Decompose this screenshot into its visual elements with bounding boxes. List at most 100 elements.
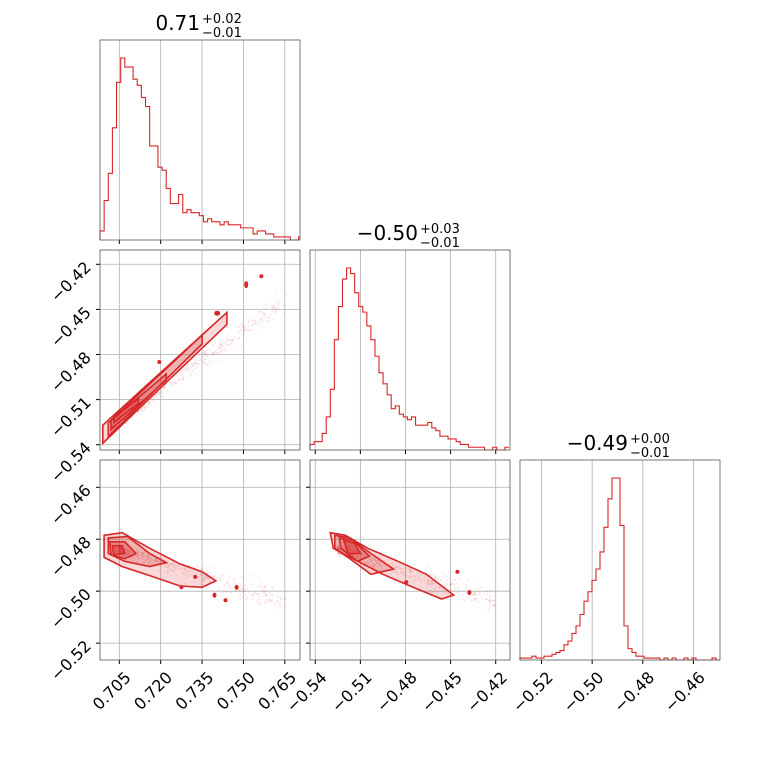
- scatter-point: [114, 423, 116, 425]
- scatter-point: [475, 597, 477, 600]
- scatter-point: [151, 561, 154, 564]
- scatter-point: [114, 422, 116, 425]
- scatter-point: [257, 596, 259, 598]
- y-tick-label-p3: −0.50: [47, 585, 95, 633]
- scatter-point: [380, 557, 383, 560]
- scatter-point: [351, 554, 354, 556]
- scatter-point: [398, 564, 401, 567]
- scatter-point: [401, 571, 404, 573]
- scatter-point: [226, 581, 228, 584]
- scatter-point: [263, 587, 266, 589]
- scatter-point: [279, 605, 282, 608]
- scatter-point: [437, 578, 440, 581]
- scatter-point: [492, 600, 495, 602]
- scatter-point: [129, 550, 132, 553]
- scatter-point: [264, 591, 266, 593]
- scatter-point: [243, 590, 246, 593]
- scatter-point: [353, 554, 355, 556]
- scatter-point: [209, 348, 212, 351]
- scatter-point: [339, 553, 341, 556]
- scatter-point: [203, 361, 206, 364]
- scatter-point: [183, 376, 185, 379]
- scatter-point: [391, 561, 393, 564]
- scatter-point: [118, 546, 121, 549]
- scatter-point: [201, 359, 203, 362]
- histogram-panel-p1: [99, 39, 301, 244]
- scatter-point: [417, 576, 420, 578]
- scatter-point: [216, 576, 219, 579]
- contour-level: [342, 539, 362, 555]
- scatter-point: [181, 369, 184, 371]
- scatter-point: [404, 576, 407, 578]
- scatter-point: [456, 582, 459, 585]
- scatter-point: [488, 599, 491, 601]
- scatter-point: [266, 593, 268, 596]
- scatter-point: [217, 581, 220, 584]
- scatter-point: [127, 550, 130, 553]
- scatter-point: [137, 553, 140, 555]
- scatter-point: [118, 550, 121, 552]
- scatter-point: [337, 547, 339, 549]
- scatter-point: [370, 559, 373, 562]
- scatter-point: [162, 387, 165, 389]
- contour-island: [212, 592, 217, 598]
- scatter-point: [275, 599, 278, 602]
- scatter-point: [473, 593, 476, 595]
- scatter-point: [133, 557, 136, 559]
- scatter-point: [336, 545, 339, 548]
- scatter-point: [223, 342, 226, 345]
- scatter-point: [264, 303, 267, 306]
- scatter-point: [210, 360, 213, 362]
- scatter-point: [241, 325, 244, 328]
- scatter-point: [243, 329, 246, 332]
- scatter-point: [263, 591, 266, 593]
- scatter-point: [239, 582, 241, 585]
- scatter-point: [139, 398, 141, 401]
- scatter-point: [489, 599, 492, 602]
- scatter-point: [283, 605, 286, 607]
- scatter-point: [111, 421, 114, 424]
- scatter-point: [164, 566, 167, 568]
- scatter-point: [125, 549, 128, 552]
- scatter-point: [450, 583, 452, 586]
- scatter-point: [473, 594, 475, 597]
- scatter-point: [273, 318, 275, 321]
- scatter-point: [205, 353, 208, 356]
- scatter-point: [276, 305, 278, 308]
- scatter-point: [448, 576, 450, 579]
- scatter-point: [209, 580, 211, 583]
- scatter-point: [474, 591, 477, 594]
- scatter-point: [361, 552, 364, 555]
- scatter-point: [280, 289, 283, 292]
- scatter-point: [173, 563, 176, 566]
- scatter-point: [263, 312, 266, 315]
- scatter-point: [370, 556, 373, 559]
- scatter-point: [118, 550, 121, 553]
- scatter-point: [380, 565, 383, 567]
- scatter-point: [489, 602, 492, 604]
- scatter-point: [253, 592, 256, 595]
- scatter-point: [277, 307, 280, 310]
- scatter-point: [200, 355, 203, 358]
- x-tick-label-p3: −0.48: [610, 668, 658, 716]
- scatter-point: [357, 557, 359, 560]
- scatter-point: [220, 343, 222, 346]
- scatter-point: [251, 328, 254, 330]
- scatter-point: [420, 586, 422, 589]
- scatter-point: [241, 323, 244, 325]
- scatter-point: [178, 377, 181, 380]
- scatter-point: [256, 593, 258, 596]
- scatter-point: [118, 549, 121, 552]
- scatter-point: [154, 393, 157, 396]
- scatter-point: [485, 598, 488, 601]
- scatter-point: [371, 562, 374, 565]
- scatter-point: [118, 549, 121, 552]
- scatter-point: [263, 317, 266, 319]
- scatter-point: [428, 581, 430, 584]
- scatter-point: [119, 549, 122, 552]
- scatter-point: [130, 556, 133, 559]
- scatter-point: [255, 307, 257, 309]
- scatter-point: [193, 566, 196, 568]
- scatter-point: [242, 591, 244, 593]
- scatter-point: [488, 601, 491, 603]
